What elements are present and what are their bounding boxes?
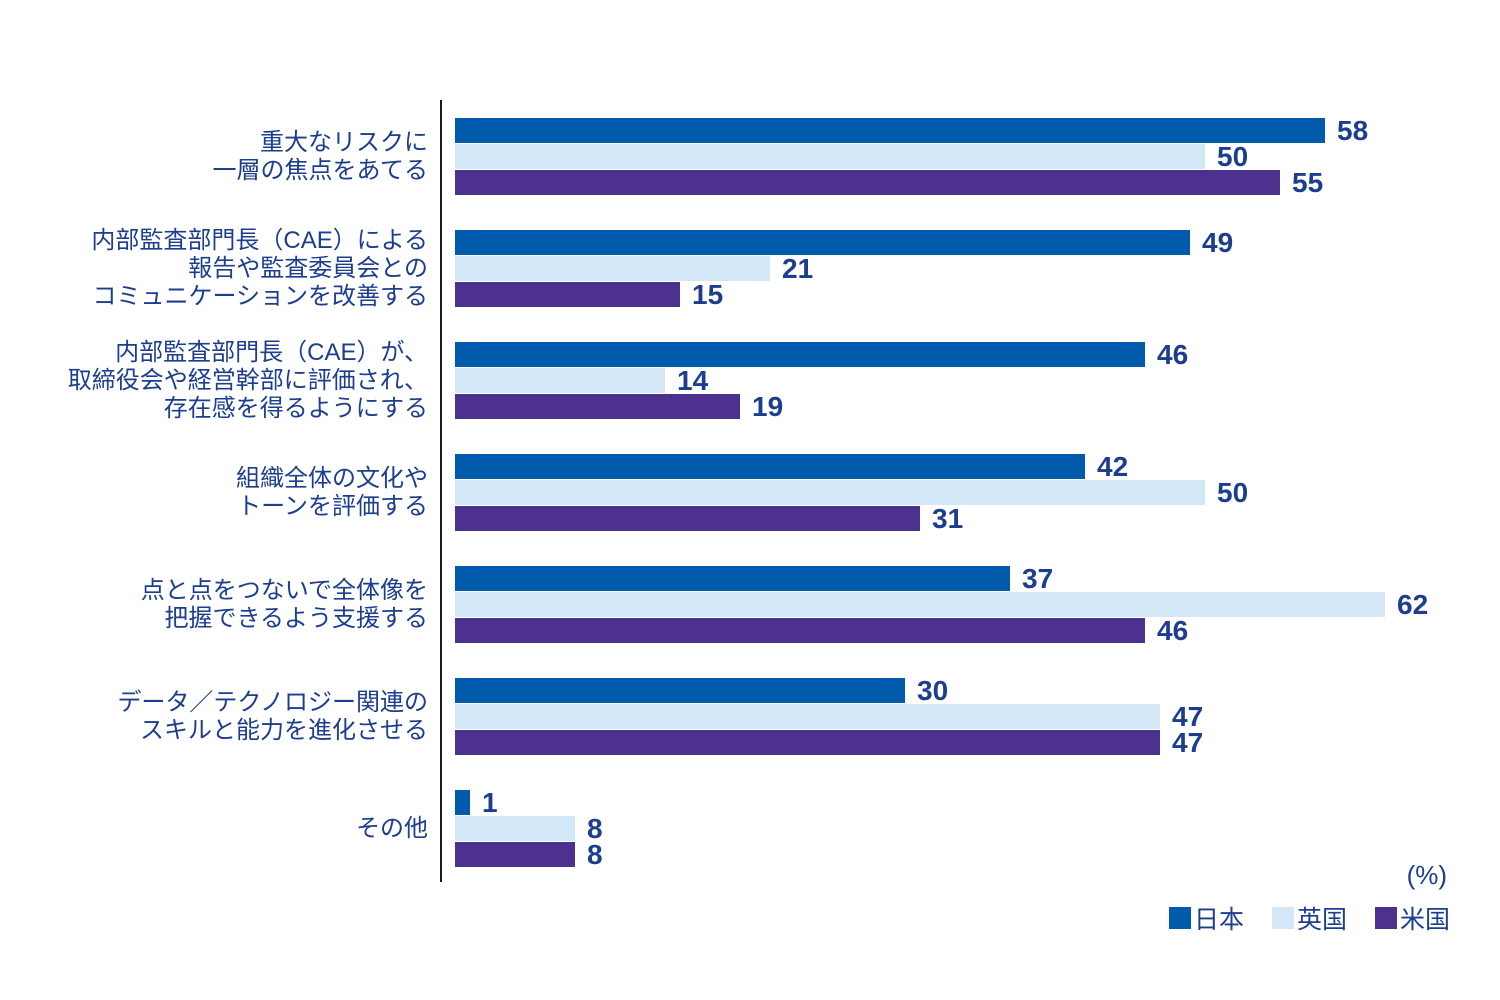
bar-cluster: 46 14 19 (455, 338, 1500, 422)
value-label: 58 (1337, 114, 1369, 146)
value-label: 49 (1202, 226, 1234, 258)
bar-row-uk: 14 (455, 364, 1500, 396)
value-label: 47 (1172, 726, 1204, 758)
legend-swatch-us (1374, 907, 1397, 929)
bar-uk (455, 592, 1385, 617)
category-group: 内部監査部門長（CAE）が、 取締役会や経営幹部に評価され、 存在感を得るように… (0, 338, 1500, 422)
bar-row-us: 47 (455, 726, 1500, 758)
category-label: その他 (356, 814, 428, 842)
value-label: 31 (932, 502, 964, 534)
bar-uk (455, 704, 1160, 729)
bar-row-uk: 8 (455, 812, 1500, 844)
value-label: 37 (1022, 562, 1054, 594)
bar-japan (455, 230, 1190, 255)
bar-row-uk: 50 (455, 140, 1500, 172)
bar-groups: 重大なリスクに 一層の焦点をあてる 58 50 55 内部監査部門長（CAE）による 報… (0, 114, 1500, 870)
bar-row-japan: 30 (455, 674, 1500, 706)
bar-row-us: 31 (455, 502, 1500, 534)
legend-label: 英国 (1296, 906, 1347, 934)
bar-cluster: 37 62 46 (455, 562, 1500, 646)
bar-cluster: 49 21 15 (455, 226, 1500, 310)
bar-row-us: 8 (455, 838, 1500, 870)
value-label: 55 (1292, 166, 1324, 198)
y-axis-line (440, 100, 442, 882)
value-label: 50 (1217, 140, 1249, 172)
bar-row-us: 15 (455, 278, 1500, 310)
bar-row-us: 55 (455, 166, 1500, 198)
value-label: 46 (1157, 338, 1189, 370)
bar-us (455, 842, 575, 867)
bar-japan (455, 790, 470, 815)
bar-japan (455, 678, 905, 703)
bar-us (455, 506, 920, 531)
bar-us (455, 394, 740, 419)
value-label: 8 (587, 838, 603, 870)
bar-uk (455, 480, 1205, 505)
value-label: 21 (782, 252, 814, 284)
bar-uk (455, 816, 575, 841)
bar-row-uk: 62 (455, 588, 1500, 620)
legend-item-uk: 英国 (1271, 900, 1347, 936)
category-group: その他 1 8 8 (0, 786, 1500, 870)
value-label: 15 (692, 278, 724, 310)
bar-cluster: 58 50 55 (455, 114, 1500, 198)
value-label: 30 (917, 674, 949, 706)
bar-row-japan: 1 (455, 786, 1500, 818)
value-label: 62 (1397, 588, 1429, 620)
bar-row-japan: 46 (455, 338, 1500, 370)
category-label: 組織全体の文化や トーンを評価する (236, 464, 428, 520)
bar-row-japan: 49 (455, 226, 1500, 258)
value-label: 50 (1217, 476, 1249, 508)
bar-japan (455, 118, 1325, 143)
category-label: 点と点をつないで全体像を 把握できるよう支援する (140, 576, 428, 632)
legend-item-japan: 日本 (1168, 900, 1244, 936)
bar-row-us: 19 (455, 390, 1500, 422)
value-label: 14 (677, 364, 709, 396)
legend-label: 米国 (1399, 906, 1450, 934)
bar-cluster: 42 50 31 (455, 450, 1500, 534)
bar-us (455, 730, 1160, 755)
value-label: 1 (482, 786, 498, 818)
bar-row-us: 46 (455, 614, 1500, 646)
category-group: 組織全体の文化や トーンを評価する 42 50 31 (0, 450, 1500, 534)
legend: 日本 英国 米国 (1168, 900, 1450, 936)
category-label: データ／テクノロジー関連の スキルと能力を進化させる (117, 688, 428, 744)
value-label: 8 (587, 812, 603, 844)
bar-japan (455, 342, 1145, 367)
value-label: 42 (1097, 450, 1129, 482)
bar-uk (455, 368, 665, 393)
bar-row-japan: 37 (455, 562, 1500, 594)
bar-cluster: 30 47 47 (455, 674, 1500, 758)
category-group: データ／テクノロジー関連の スキルと能力を進化させる 30 47 47 (0, 674, 1500, 758)
category-label: 内部監査部門長（CAE）による 報告や監査委員会との コミュニケーションを改善す… (91, 226, 428, 310)
bar-row-japan: 42 (455, 450, 1500, 482)
bar-row-uk: 47 (455, 700, 1500, 732)
bar-us (455, 618, 1145, 643)
bar-japan (455, 454, 1085, 479)
bar-us (455, 170, 1280, 195)
legend-swatch-japan (1168, 907, 1191, 929)
bar-row-uk: 21 (455, 252, 1500, 284)
bar-row-uk: 50 (455, 476, 1500, 508)
bar-uk (455, 256, 770, 281)
value-label: 46 (1157, 614, 1189, 646)
category-label: 重大なリスクに 一層の焦点をあてる (212, 128, 428, 184)
bar-row-japan: 58 (455, 114, 1500, 146)
value-label: 47 (1172, 700, 1204, 732)
category-label: 内部監査部門長（CAE）が、 取締役会や経営幹部に評価され、 存在感を得るように… (67, 338, 428, 422)
legend-swatch-uk (1271, 907, 1294, 929)
category-group: 点と点をつないで全体像を 把握できるよう支援する 37 62 46 (0, 562, 1500, 646)
legend-item-us: 米国 (1374, 900, 1450, 936)
legend-label: 日本 (1193, 906, 1244, 934)
bar-japan (455, 566, 1010, 591)
unit-label: (%) (1406, 860, 1447, 890)
bar-us (455, 282, 680, 307)
bar-uk (455, 144, 1205, 169)
value-label: 19 (752, 390, 784, 422)
category-group: 重大なリスクに 一層の焦点をあてる 58 50 55 (0, 114, 1500, 198)
category-group: 内部監査部門長（CAE）による 報告や監査委員会との コミュニケーションを改善す… (0, 226, 1500, 310)
